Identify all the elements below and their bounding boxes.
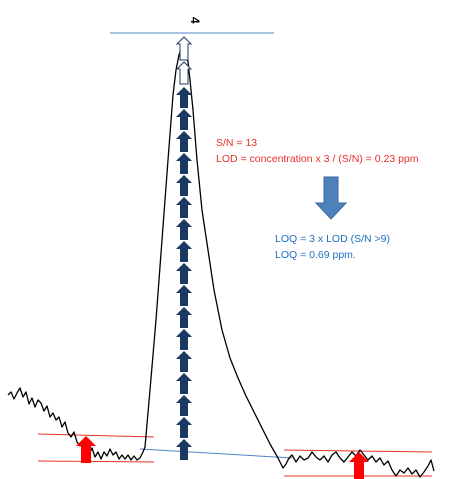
signal-arrow: [176, 307, 192, 328]
signal-apex-arrow: [175, 36, 193, 85]
noise-arrow-right: [349, 452, 369, 479]
lod-formula: LOD = concentration x 3 / (S/N) = 0.23 p…: [216, 153, 419, 165]
signal-arrow: [176, 87, 192, 108]
signal-arrow: [176, 417, 192, 438]
signal-arrow: [176, 109, 192, 130]
signal-arrow: [176, 351, 192, 372]
signal-arrow: [176, 175, 192, 196]
signal-arrow: [176, 153, 192, 174]
sn-label: S/N = 13: [216, 137, 257, 149]
loq-value: LOQ = 0.69 ppm.: [275, 249, 356, 261]
signal-height-arrow-stack: [176, 87, 192, 460]
signal-arrow: [176, 197, 192, 218]
chromatogram-trace: [7, 41, 435, 478]
signal-arrow: [176, 285, 192, 306]
noise-band-upper-line-left: [37, 433, 155, 438]
signal-arrow: [176, 395, 192, 416]
noise-band-upper-line-right: [283, 449, 433, 453]
peak-baseline-line: [139, 448, 293, 459]
noise-arrow-left: [76, 436, 96, 463]
noise-band-lower-line-left: [37, 460, 155, 463]
down-arrow: [314, 176, 348, 220]
signal-arrow: [176, 263, 192, 284]
signal-arrow: [176, 219, 192, 240]
signal-arrow: [176, 373, 192, 394]
signal-arrow: [176, 241, 192, 262]
peak-marker-label: 4: [188, 17, 202, 24]
signal-arrow: [176, 131, 192, 152]
loq-formula: LOQ = 3 x LOD (S/N >9): [275, 233, 390, 245]
signal-arrow: [176, 439, 192, 460]
signal-arrow: [176, 329, 192, 350]
